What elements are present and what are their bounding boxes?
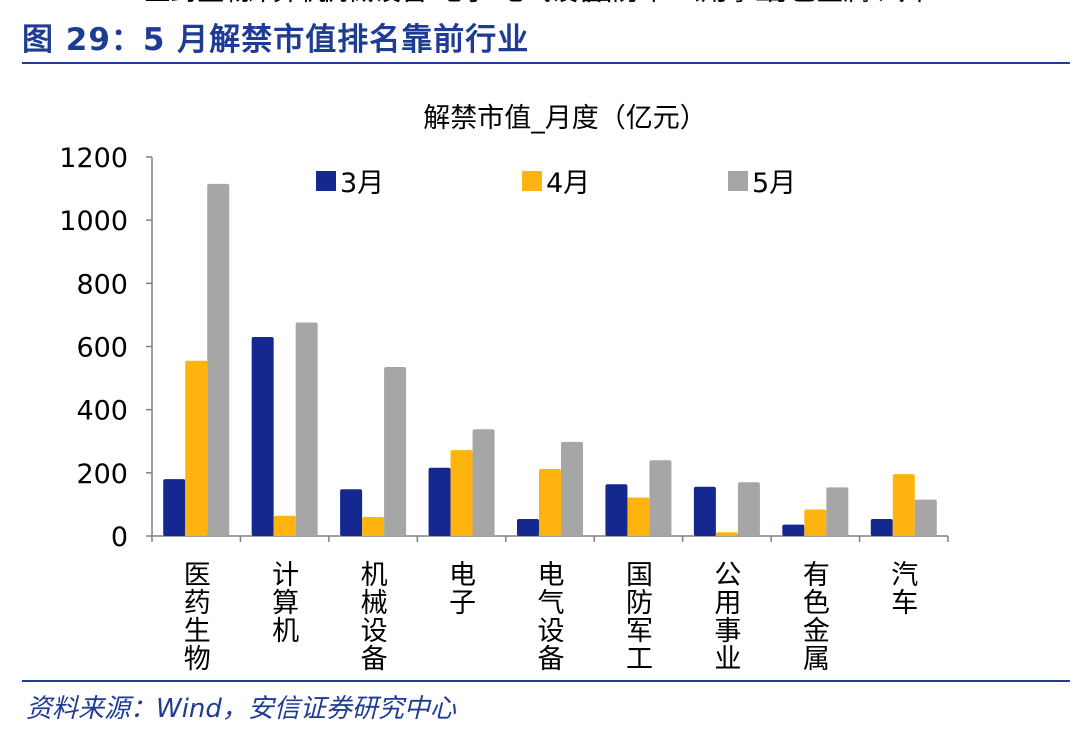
x-tick-label: 公用事业公用事业: [674, 0, 782, 675]
y-tick-label: 1000: [59, 206, 128, 237]
x-tick-label: 医药生物医药生物: [143, 0, 251, 675]
chart-axes: 020040060080010001200医药生物医药生物计算机计算机机械设备机…: [59, 0, 949, 675]
legend-label: 4月: [546, 168, 590, 199]
bar: [605, 484, 628, 536]
y-tick-label: 600: [76, 333, 128, 364]
bar: [561, 441, 583, 536]
bar: [627, 497, 650, 536]
legend-label: 5月: [752, 168, 796, 199]
bar: [472, 429, 495, 536]
x-tick-label: 国防军工国防军工: [585, 0, 693, 675]
bar: [185, 360, 208, 536]
x-tick-label: 机械设备机械设备: [320, 0, 428, 675]
bar: [207, 183, 230, 537]
source-note: 资料来源：Wind，安信证券研究中心: [26, 694, 456, 724]
source-divider: [22, 680, 1070, 682]
legend-label: 3月: [340, 168, 384, 199]
bar: [737, 482, 760, 536]
bar: [273, 515, 296, 536]
bar: [715, 532, 738, 536]
bar: [163, 479, 186, 536]
y-tick-label: 200: [76, 459, 128, 490]
y-tick-label: 400: [76, 396, 128, 427]
bar: [517, 518, 539, 536]
bar: [693, 486, 716, 536]
bar: [804, 509, 827, 536]
bar: [892, 474, 915, 536]
bar: [870, 518, 893, 536]
bar: [914, 499, 937, 536]
bar: [450, 450, 473, 536]
legend-swatch: [728, 171, 748, 191]
y-tick-label: 800: [76, 269, 128, 300]
bar: [340, 489, 363, 536]
chart-legend: 3月 4月 5月: [316, 168, 796, 199]
x-tick-label: 有色金属有色金属: [762, 0, 870, 675]
figure-title: 图 29：5 月解禁市值排名靠前行业: [22, 22, 530, 58]
bar: [539, 469, 561, 536]
bar: [384, 367, 407, 536]
bar: [649, 460, 672, 536]
bar: [295, 322, 318, 536]
bar: [782, 524, 805, 536]
y-tick-label: 1200: [59, 143, 128, 174]
x-tick-label: 电气设备电气设备: [497, 0, 605, 675]
bar: [251, 337, 274, 536]
bar: [428, 467, 451, 536]
y-tick-label: 0: [111, 522, 128, 553]
legend-swatch: [522, 171, 542, 191]
title-divider: [22, 62, 1070, 64]
bar: [362, 517, 385, 536]
chart-bars: [163, 183, 937, 537]
bar: [826, 487, 849, 536]
chart-title: 解禁市值_月度（亿元）: [423, 103, 707, 134]
legend-swatch: [316, 171, 336, 191]
